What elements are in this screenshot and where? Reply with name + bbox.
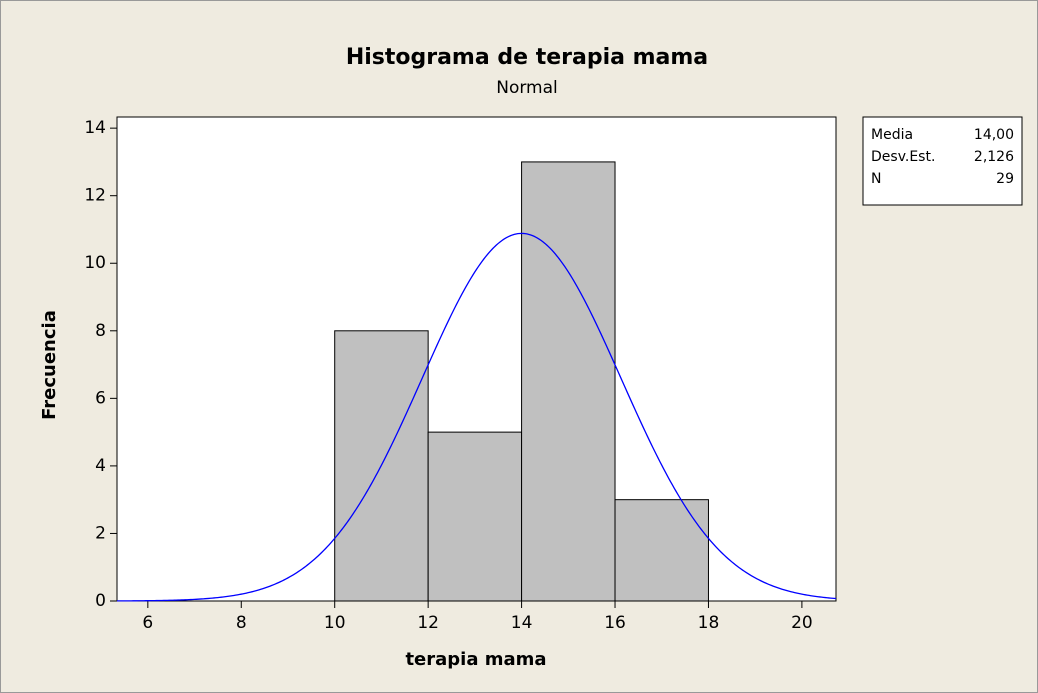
stat-name: Media [871, 127, 913, 143]
stat-value: 29 [996, 171, 1014, 187]
y-axis-label: Frecuencia [39, 310, 60, 420]
y-tick-label: 4 [95, 456, 106, 476]
y-tick-label: 6 [95, 388, 106, 408]
stat-name: Desv.Est. [871, 149, 935, 165]
plot-area [116, 116, 837, 602]
bar [521, 161, 616, 602]
x-tick-label: 20 [791, 613, 813, 633]
stat-value: 2,126 [974, 149, 1014, 165]
normal-curve [116, 232, 837, 602]
x-tick-label: 18 [698, 613, 720, 633]
stat-value: 14,00 [974, 127, 1014, 143]
bar [427, 431, 523, 602]
chart-subtitle: Normal [496, 78, 558, 98]
chart-title: Histograma de terapia mama [346, 45, 708, 70]
x-tick-label: 16 [604, 613, 626, 633]
x-tick-label: 6 [142, 613, 153, 633]
y-tick-label: 0 [95, 591, 106, 611]
stat-name: N [871, 171, 881, 187]
y-tick-label: 10 [84, 253, 106, 273]
x-tick-label: 12 [417, 613, 439, 633]
y-tick-label: 14 [84, 118, 106, 138]
y-tick-label: 8 [95, 321, 106, 341]
stats-box [862, 116, 1023, 206]
y-tick-label: 12 [84, 186, 106, 206]
x-tick-label: 8 [236, 613, 247, 633]
y-tick-label: 2 [95, 523, 106, 543]
bar [614, 499, 709, 602]
x-tick-label: 10 [324, 613, 346, 633]
x-axis-label: terapia mama [405, 649, 546, 670]
x-tick-label: 14 [511, 613, 533, 633]
